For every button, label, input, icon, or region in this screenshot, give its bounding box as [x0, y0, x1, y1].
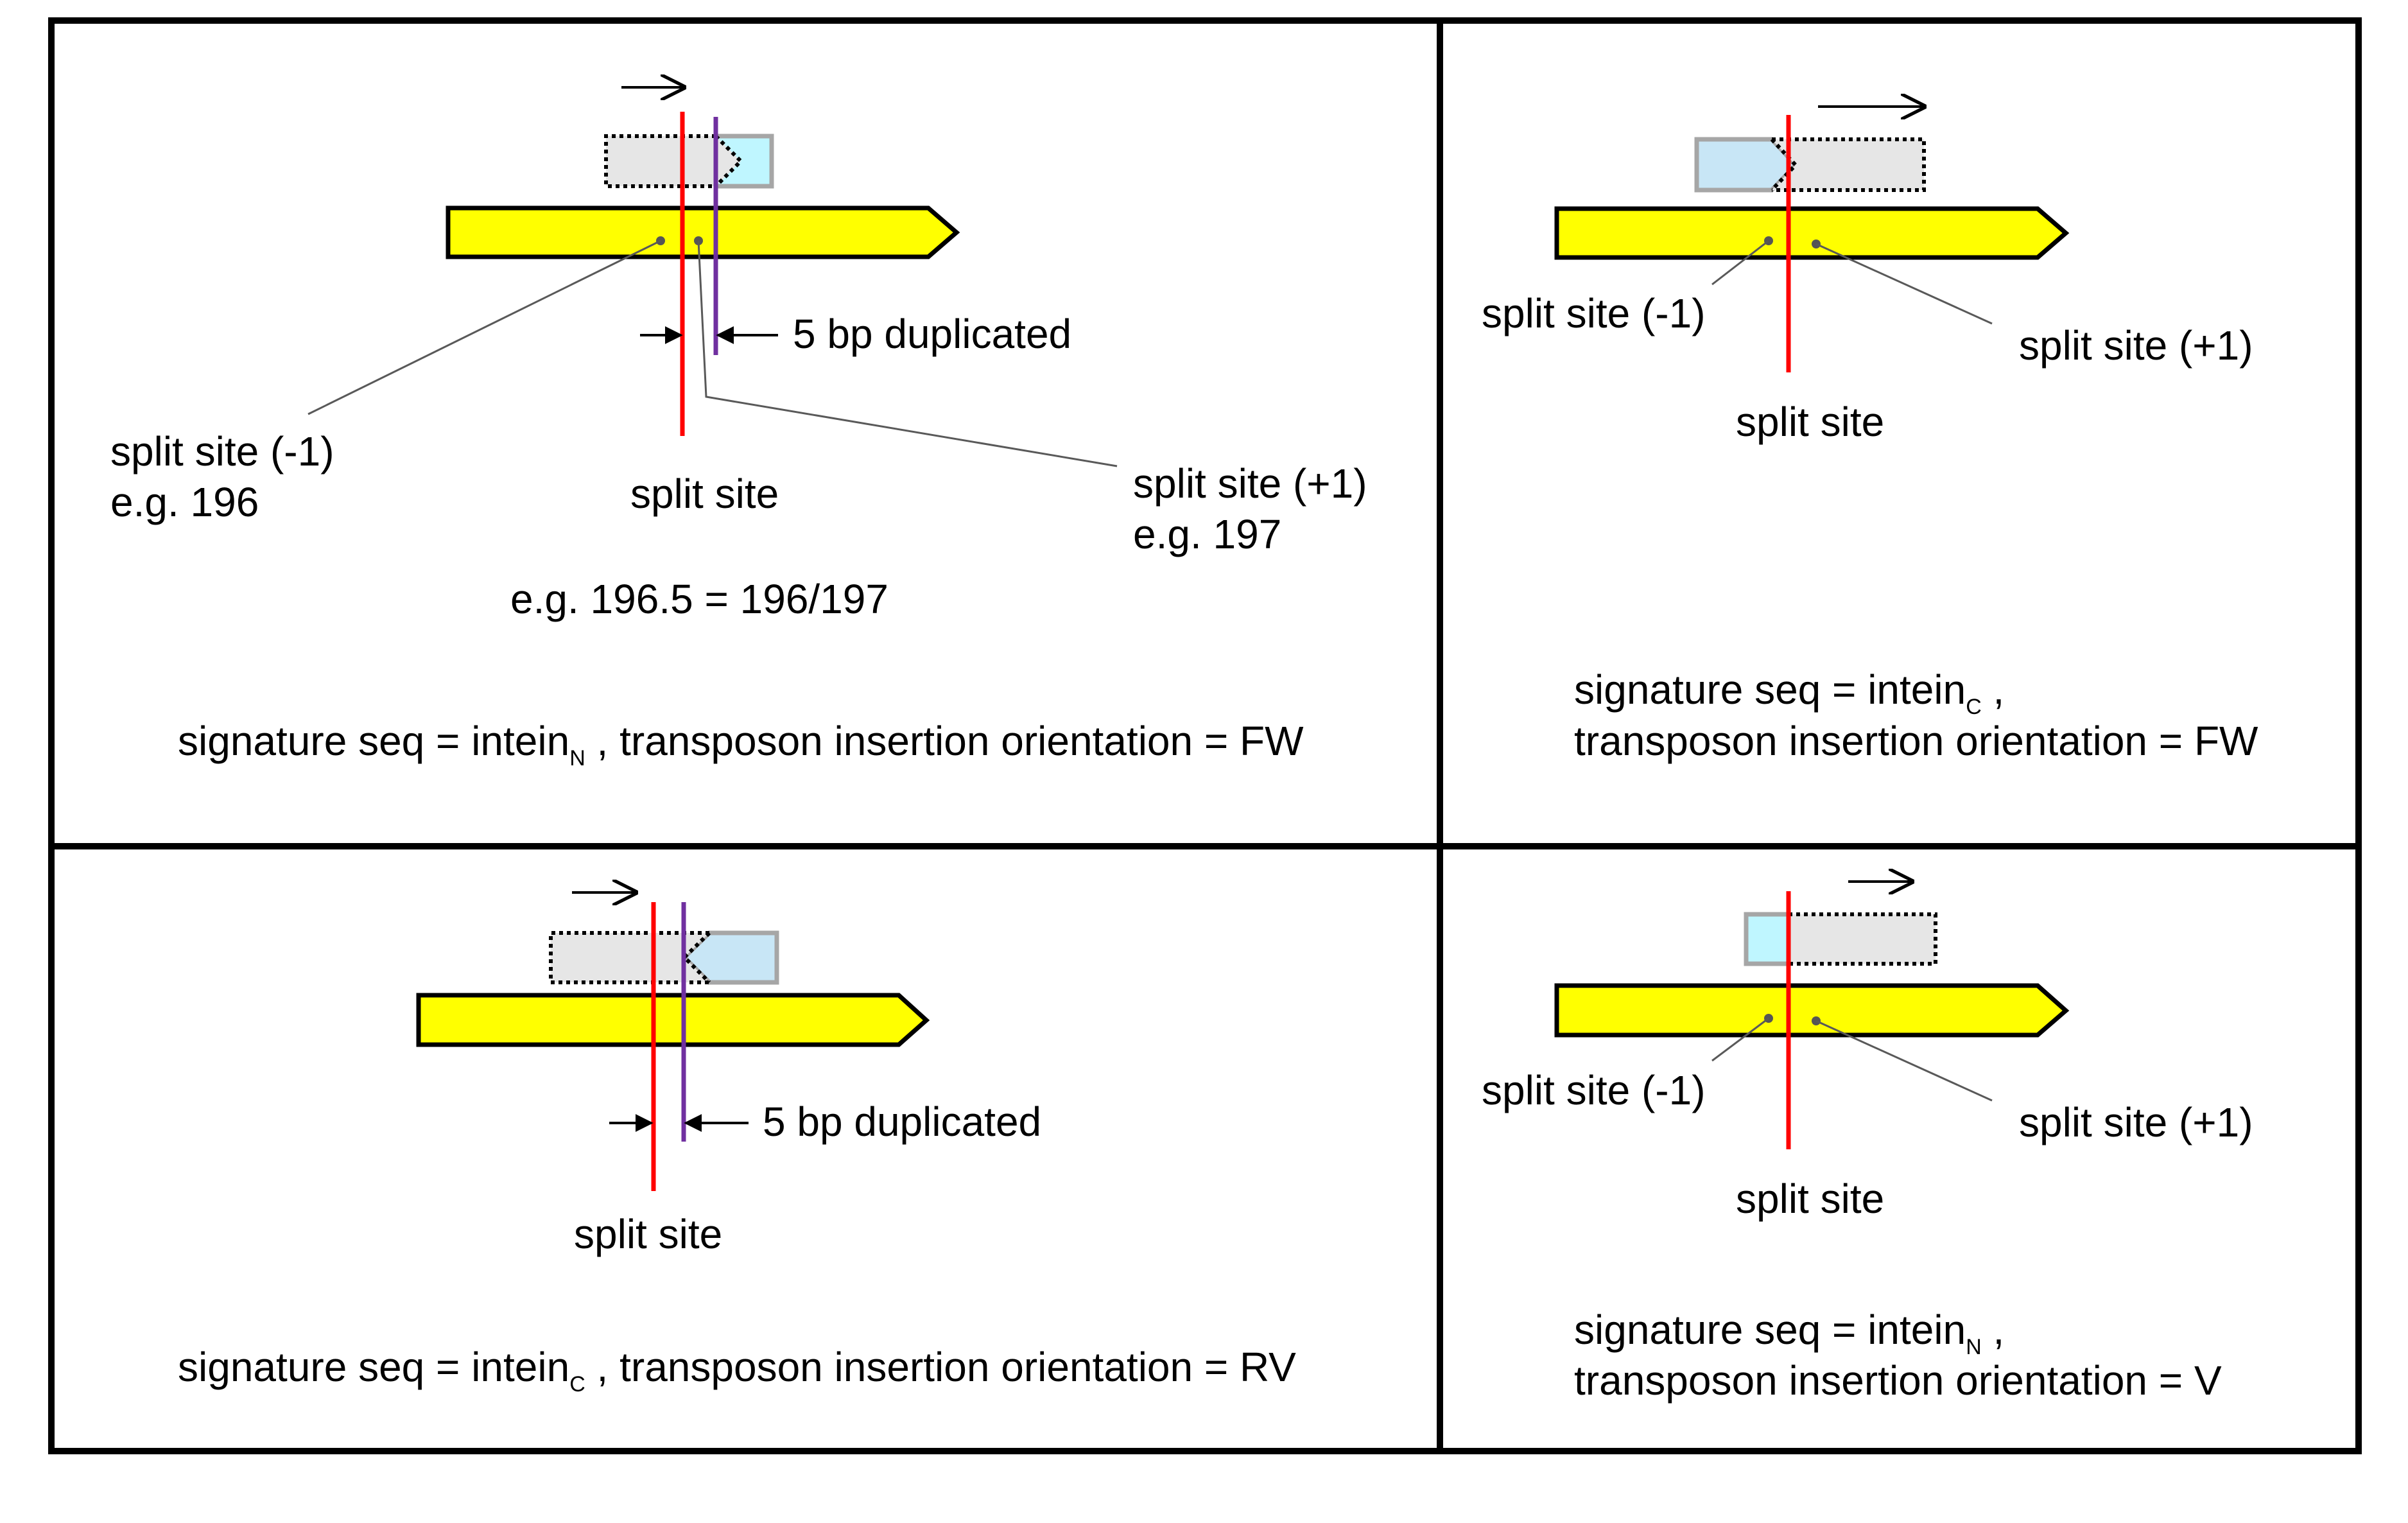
signature-caption: signature seq = inteinC ,	[1574, 666, 2004, 719]
panel-top-right: split site (-1) split site (+1) split si…	[1482, 107, 2258, 764]
gene-arrow	[1554, 206, 2070, 260]
split-site-label: split site	[1736, 1176, 1884, 1222]
split-site-label: split site	[574, 1211, 722, 1257]
split-site-label: split site	[1736, 399, 1884, 445]
gene-arrow	[416, 993, 930, 1047]
orientation-caption: transposon insertion orientation = V	[1574, 1357, 2222, 1404]
transposon-box	[604, 134, 774, 189]
split-plus-label: split site (+1)	[1133, 460, 1367, 507]
transposon-box	[1744, 912, 1937, 966]
split-plus-leader	[1815, 243, 1993, 325]
split-minus-leader	[307, 239, 661, 415]
split-minus-example: e.g. 196	[110, 479, 259, 525]
duplicated-label: 5 bp duplicated	[763, 1099, 1041, 1145]
split-plus-label: split site (+1)	[2019, 322, 2253, 369]
split-example: e.g. 196.5 = 196/197	[510, 576, 888, 622]
transposon-box	[549, 930, 779, 985]
split-minus-leader	[1711, 1017, 1769, 1062]
split-site-label: split site	[630, 471, 779, 517]
split-minus-label: split site (-1)	[1482, 1067, 1706, 1113]
split-minus-label: split site (-1)	[1482, 290, 1706, 336]
split-plus-leader	[697, 240, 1118, 467]
split-plus-label: split site (+1)	[2019, 1099, 2253, 1145]
panel-bottom-right: split site (-1) split site (+1) split si…	[1482, 882, 2253, 1404]
gene-arrow	[1554, 983, 2070, 1038]
orientation-caption: transposon insertion orientation = FW	[1574, 718, 2258, 764]
duplicated-label: 5 bp duplicated	[793, 311, 1071, 357]
signature-caption: signature seq = inteinN ,	[1574, 1307, 2004, 1359]
transposon-box	[1694, 137, 1926, 193]
split-plus-leader	[1815, 1020, 1993, 1102]
split-plus-example: e.g. 197	[1133, 511, 1281, 557]
panel-bottom-left: 5 bp duplicated split site signature seq…	[178, 892, 1296, 1397]
panel-frame	[48, 17, 2362, 1454]
split-minus-label: split site (-1)	[110, 428, 334, 474]
gene-arrow	[446, 205, 960, 259]
panel-top-left: 5 bp duplicated split site (-1) e.g. 196…	[110, 87, 1367, 770]
split-minus-leader	[1711, 239, 1769, 286]
signature-caption: signature seq = inteinN , transposon ins…	[178, 718, 1304, 770]
signature-caption: signature seq = inteinC , transposon ins…	[178, 1344, 1296, 1397]
